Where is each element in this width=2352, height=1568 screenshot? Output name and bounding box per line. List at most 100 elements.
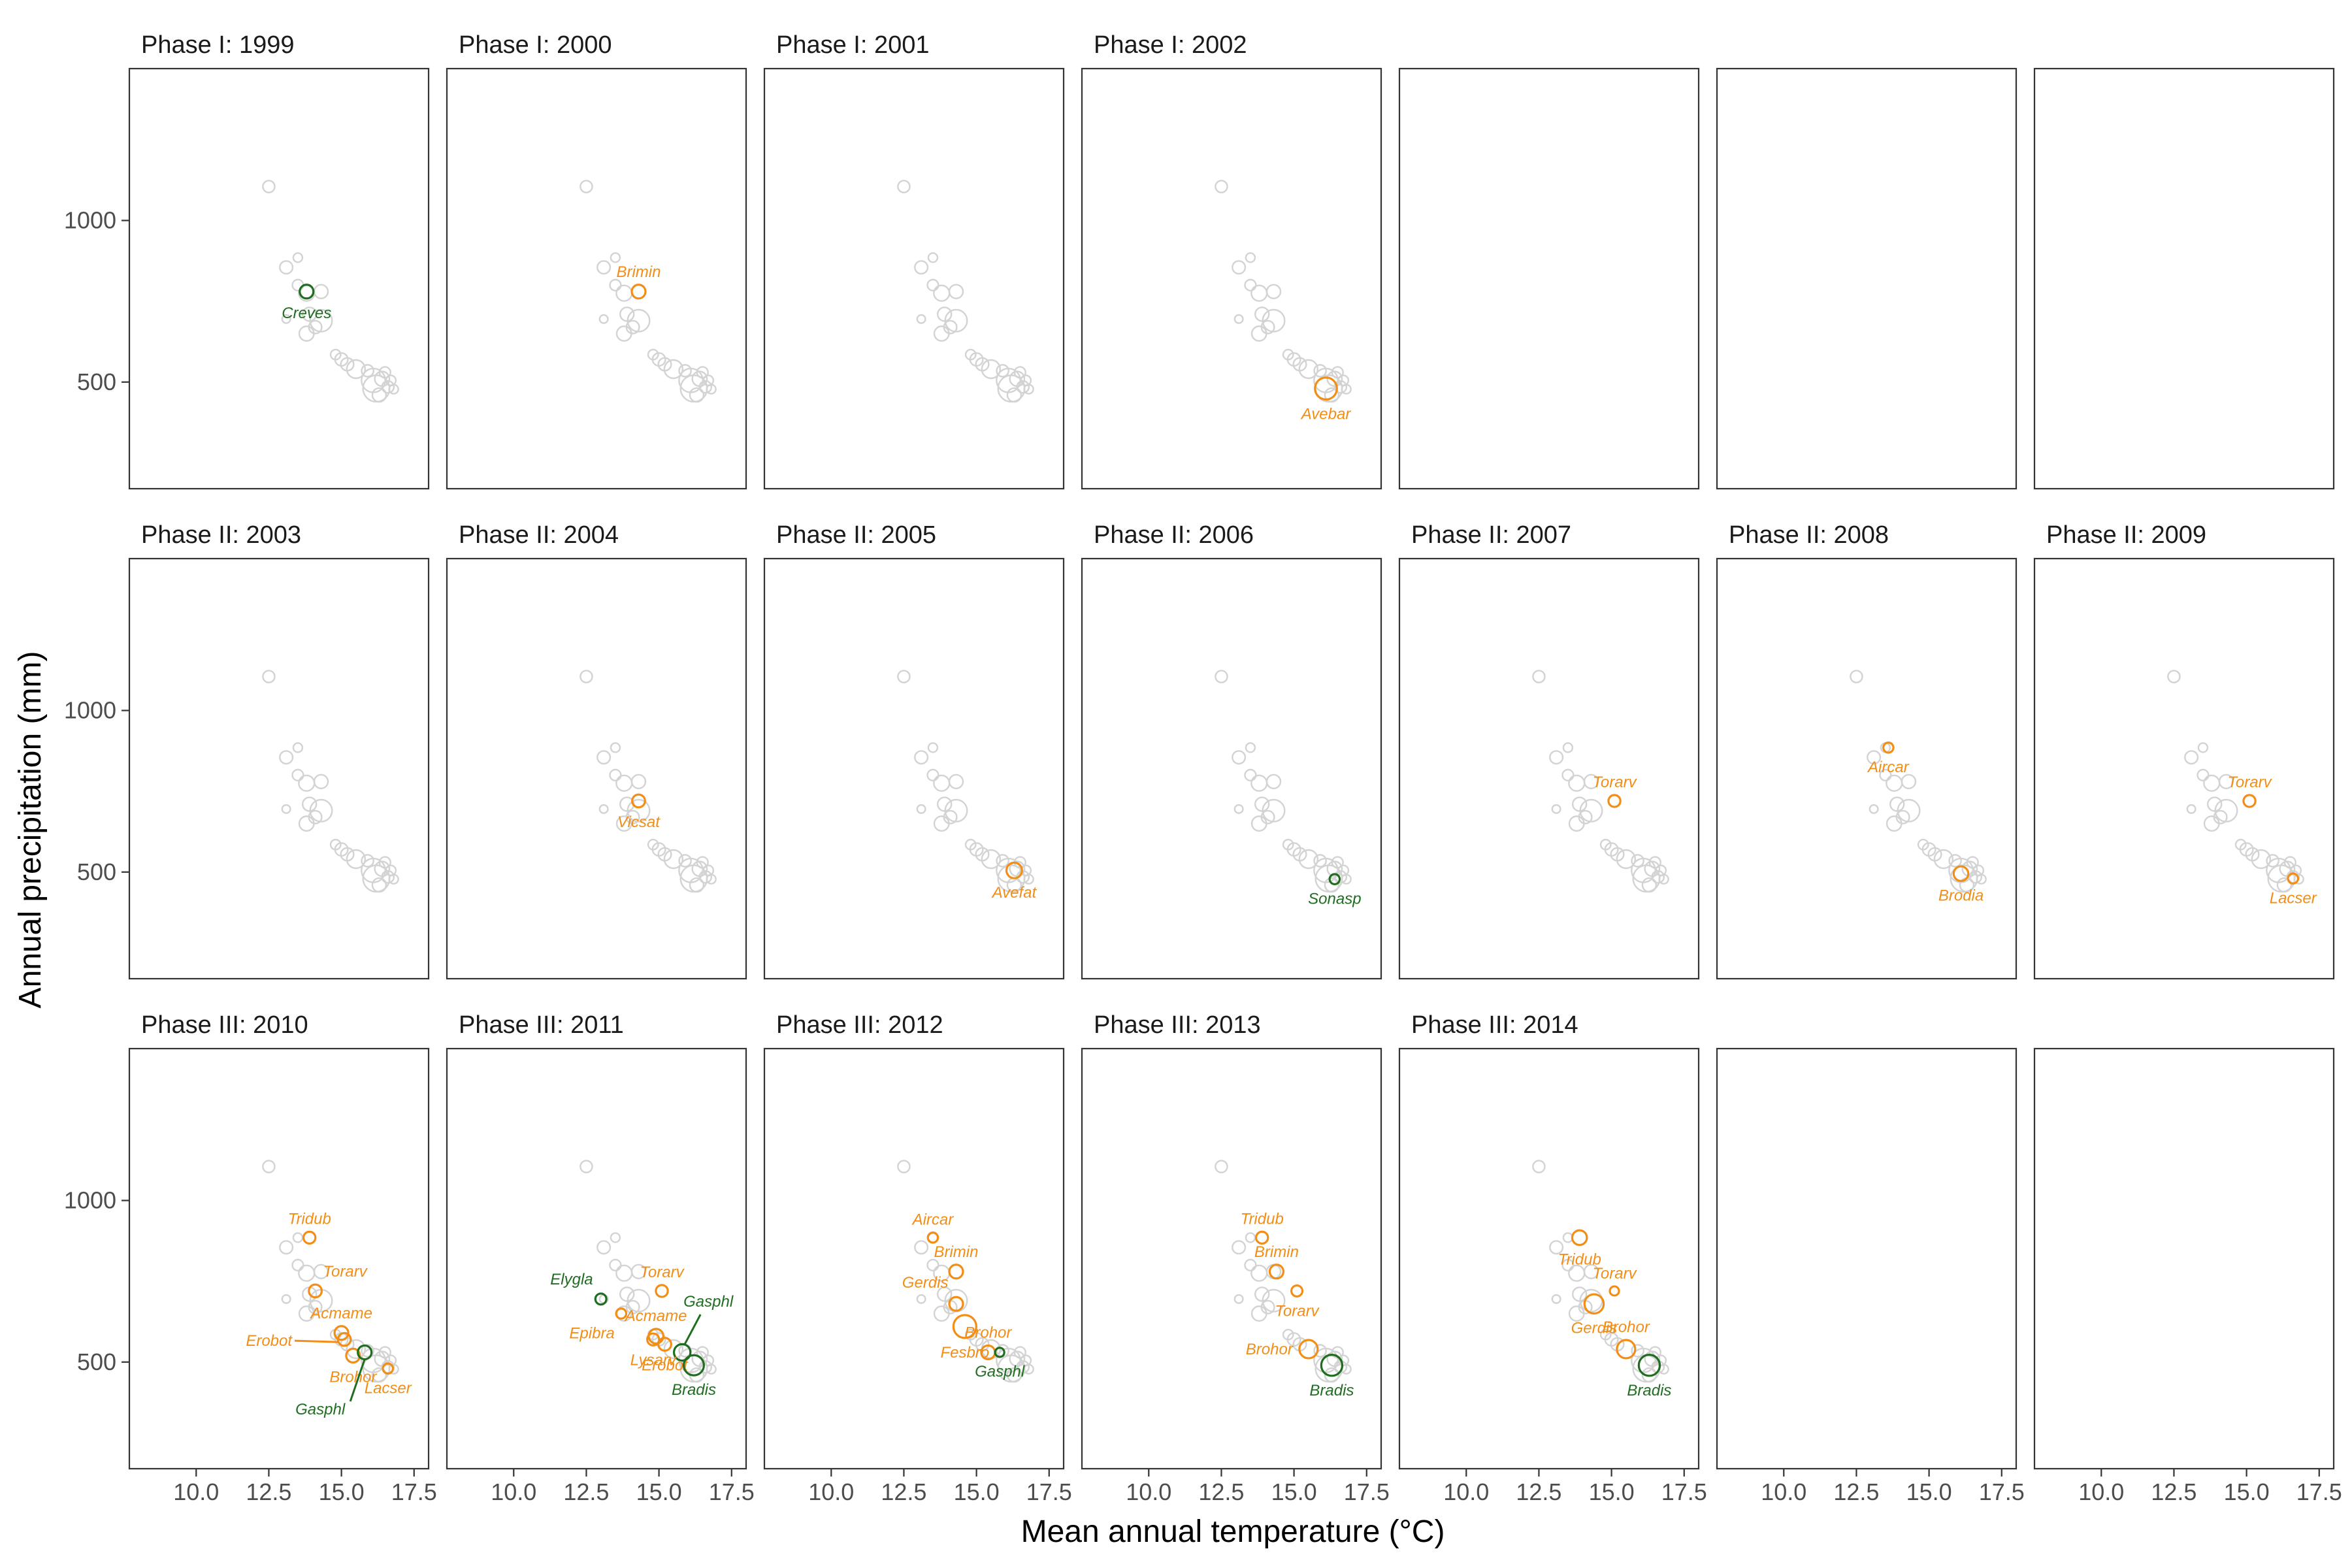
x-tick-label: 15.0 [636,1478,682,1505]
background-point [1901,774,1917,789]
background-point [378,1346,391,1359]
background-point [926,1258,939,1271]
background-point [1245,252,1256,263]
background-point [1013,1346,1026,1359]
background-point [926,278,939,291]
highlight-point [1320,1354,1344,1377]
highlight-point [302,1230,317,1245]
background-point [702,374,715,387]
background-point [948,774,964,789]
panel-frame [1716,557,2017,980]
highlight-point [2242,794,2257,808]
facet-title: Phase III: 2010 [141,1011,308,1039]
panel-frame [1398,557,1700,980]
x-tick-label: 12.5 [1198,1478,1244,1505]
facet-title: Phase III: 2012 [776,1011,943,1039]
point-label: Torarv [1275,1302,1320,1320]
panel-frame [128,1047,430,1470]
highlight-point [308,1283,323,1299]
background-point [1266,774,1282,789]
facet-panel [1398,67,1700,490]
background-point [698,380,713,394]
panel-frame [2033,1047,2335,1470]
background-point [698,1360,713,1374]
background-point [914,1240,929,1255]
background-point [916,1294,926,1304]
highlight-point [615,1307,628,1320]
background-point [1551,804,1561,814]
background-point [610,742,621,753]
background-point [1215,670,1228,683]
y-tick-label: 500 [77,1348,116,1375]
facet-title: Phase II: 2008 [1729,521,1889,549]
facet-panel: Phase I: 2001 [763,31,1065,490]
highlight-point [1616,1339,1637,1360]
highlight-point [682,1354,705,1377]
background-point [1313,364,1327,378]
x-tick-label: 15.0 [1589,1478,1635,1505]
panel-frame [763,1047,1065,1470]
panel-frame [128,557,430,980]
background-point [1968,870,1983,884]
background-point [291,1258,304,1271]
background-point [2214,798,2238,823]
background-point [1641,1367,1658,1383]
background-point [698,870,713,884]
background-point [1013,366,1026,379]
facet-panel [1716,1047,2017,1470]
label-leader-line [295,1339,338,1343]
background-point [1532,670,1546,683]
background-point [262,180,276,193]
highlight-point [1314,376,1338,401]
background-point [1020,1354,1032,1367]
point-label: Brohor [1603,1318,1650,1336]
background-point [1850,670,1863,683]
background-point [279,1240,294,1255]
background-point [702,864,715,877]
highlight-point [382,1362,395,1375]
background-point [2197,742,2209,753]
background-point [346,849,367,870]
x-tick-label: 15.0 [1271,1478,1317,1505]
background-point [1298,359,1319,380]
panel-frame [128,67,430,490]
background-point [1655,1354,1667,1367]
facet-title: Phase II: 2003 [141,521,301,549]
point-label: Tridub [288,1210,331,1228]
background-point [2283,856,2296,869]
background-point [361,364,374,378]
panel-frame [2033,557,2335,980]
background-point [1972,864,1985,877]
facet-panel: Phase II: 2005 Avefat [763,521,1065,980]
facet-title: Phase I: 2000 [459,31,612,59]
point-label: Tridub [1558,1251,1601,1269]
point-label: Torarv [323,1263,368,1281]
background-point [1016,380,1030,394]
background-point [696,366,709,379]
y-tick-label: 500 [77,368,116,395]
background-point [1583,1264,1599,1279]
background-point [609,768,622,781]
label-leader-line [683,1314,702,1345]
highlight-point [1328,873,1341,885]
point-label: Brohor [1246,1341,1294,1358]
background-point [313,774,329,789]
x-tick-label: 17.5 [1344,1478,1390,1505]
point-label: Elygla [550,1271,593,1288]
point-label: Sonasp [1308,890,1361,907]
background-point [1260,809,1275,825]
facet-panel: Phase II: 2009 Torarv Lacser [2033,521,2335,980]
panel-frame [1716,1047,2017,1470]
background-point [996,364,1009,378]
point-label: Gerdis [1571,1319,1618,1337]
highlight-point [631,793,646,809]
background-point [1551,1294,1561,1304]
x-tick-label: 12.5 [1833,1478,1879,1505]
background-point [1215,180,1228,193]
background-point [596,1240,612,1255]
point-label: Bradis [1627,1382,1671,1399]
background-point [262,1160,276,1173]
highlight-point [657,1337,672,1352]
background-point [625,319,640,335]
